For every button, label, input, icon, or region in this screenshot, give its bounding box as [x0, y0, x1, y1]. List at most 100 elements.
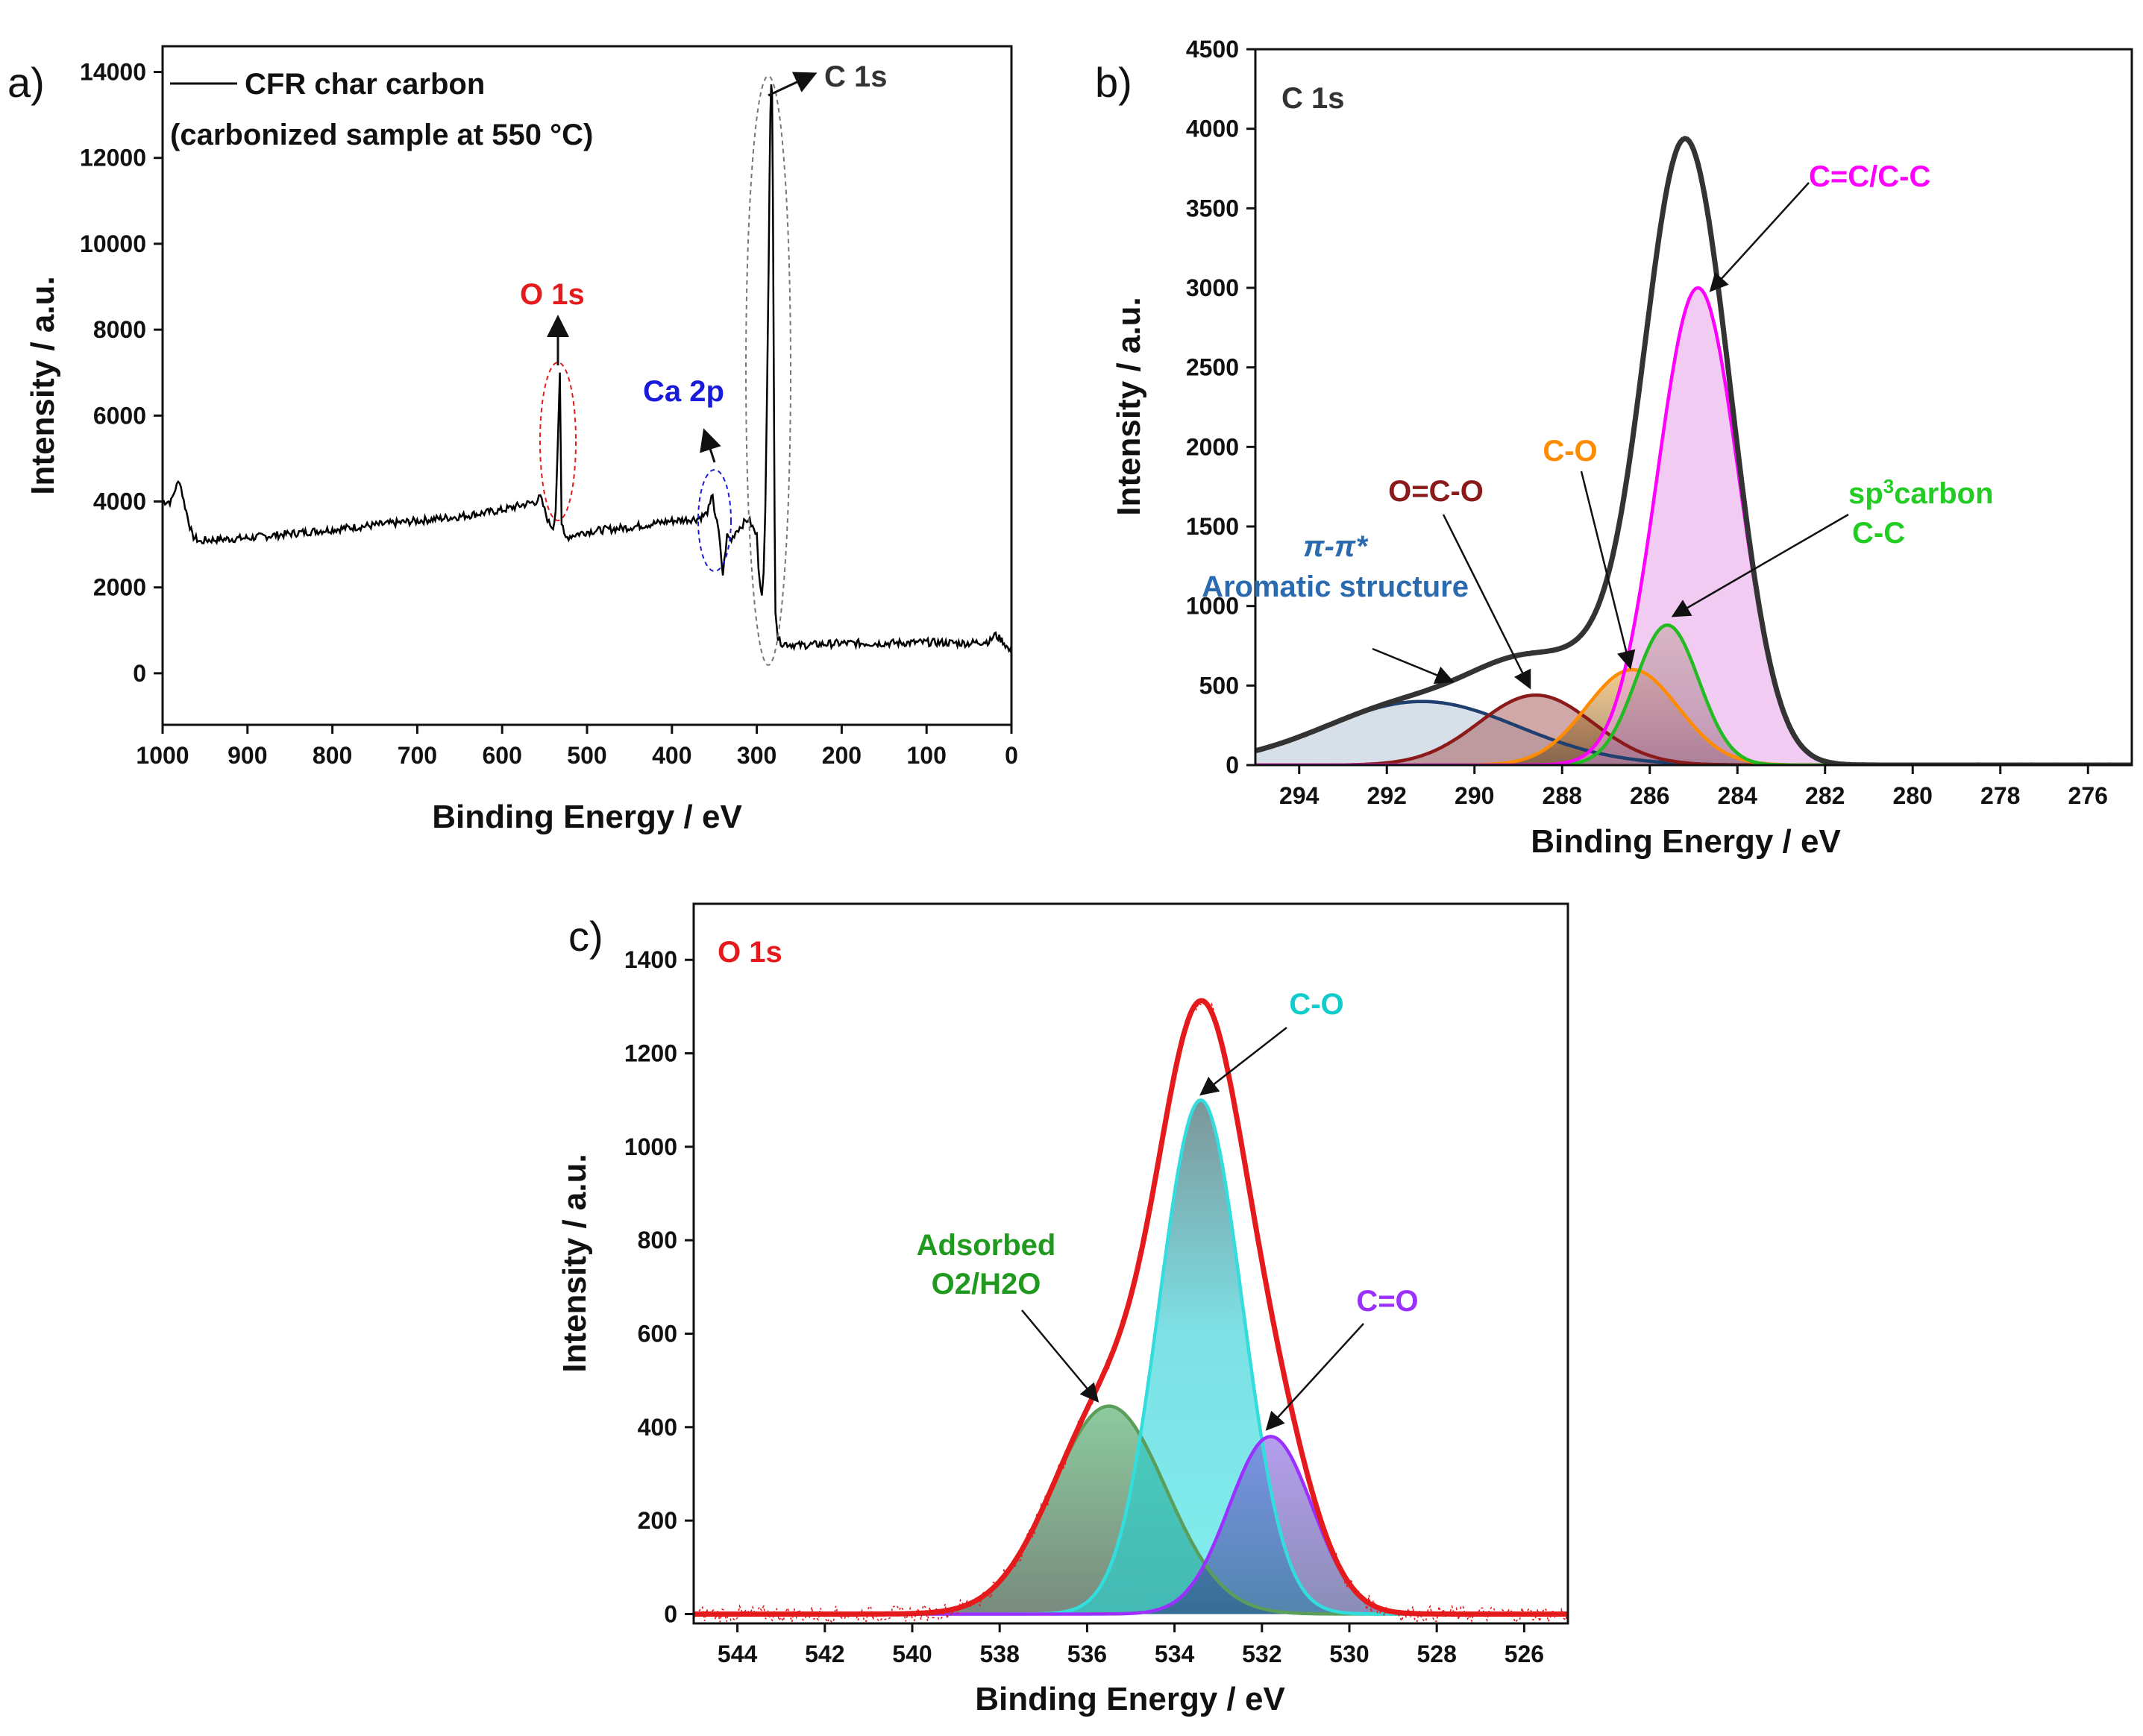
panel-b-fit-envelope: [1255, 136, 2132, 765]
panel-c-o1s-spectrum: c) 544 542 540 538 536 534 532 530 528 526 0 200 40…: [556, 902, 1569, 1717]
panel-a-o1s-label: O 1s: [520, 278, 585, 311]
panel-b-label-cdc: C=C/C-C: [1809, 160, 1930, 193]
panel-c-label: c): [568, 913, 603, 960]
panel-c-title: O 1s: [718, 936, 782, 969]
panel-b-clipped-layer: [1255, 136, 2132, 765]
panel-b-x-tick-label: 294: [1279, 782, 1320, 809]
panel-a-x-tick-label: 600: [483, 742, 522, 769]
panel-b-plot-area: [1255, 136, 2132, 765]
panel-c-x-tick-label: 528: [1417, 1641, 1457, 1667]
panel-b-label-sp3: sp3carbon: [1848, 475, 1994, 510]
panel-c-clipped-layer: [694, 998, 1568, 1623]
panel-b-x-tick-label: 278: [1980, 782, 2020, 809]
panel-c-co-arrow: [1199, 1027, 1287, 1096]
panel-b-y-tick-label: 2500: [1186, 354, 1239, 381]
panel-b-x-tick-label: 286: [1630, 782, 1669, 809]
panel-b-y-tick-label: 1000: [1186, 593, 1239, 620]
panel-a-y-tick-label: 4000: [93, 488, 146, 515]
panel-a-plot-area: [162, 84, 1013, 655]
panel-a-y-axis-title: Intensity / a.u.: [25, 276, 61, 494]
panel-a-ca2p-ellipse: [697, 469, 732, 572]
panel-a-x-tick-label: 1000: [136, 742, 189, 769]
panel-c-y-tick-label: 400: [638, 1414, 677, 1441]
panel-a-x-tick-label: 200: [822, 742, 862, 769]
panel-b-x-tick-label: 282: [1805, 782, 1845, 809]
panel-c-y-tick-label: 800: [638, 1227, 677, 1254]
panel-b-x-tick-label: 288: [1543, 782, 1582, 809]
panel-a-x-tick-label: 700: [398, 742, 437, 769]
panel-b-y-axis-title: Intensity / a.u.: [1111, 297, 1147, 515]
panel-b-cdc-arrow: [1709, 182, 1810, 292]
panel-a-x-tick-label: 100: [907, 742, 947, 769]
panel-a-legend-note: (carbonized sample at 550 °C): [170, 119, 593, 151]
panel-c-x-tick-label: 540: [892, 1641, 932, 1667]
panel-b-frame: [1254, 48, 2133, 767]
panel-b-label-pi: π-π*: [1303, 530, 1369, 563]
panel-a-x-ticks: 1000 900 800 700 600 500 400 300 200 100 0: [136, 725, 1018, 769]
panel-b-label-oco: O=C-O: [1388, 475, 1484, 508]
panel-a-survey-spectrum: a) 1000 900 800 700 600 500 400 300 200 100 0 0200…: [7, 45, 1018, 835]
panel-a-x-tick-label: 800: [313, 742, 352, 769]
panel-c-x-tick-label: 536: [1067, 1641, 1107, 1667]
panel-a-series-line: [162, 84, 1013, 655]
panel-c-x-ticks: 544 542 540 538 536 534 532 530 528 526: [718, 1623, 1544, 1667]
panel-c-x-tick-label: 544: [718, 1641, 758, 1667]
panel-c-y-axis-title: Intensity / a.u.: [556, 1154, 593, 1372]
panel-b-x-tick-label: 280: [1893, 782, 1933, 809]
panel-b-oco-arrow: [1442, 514, 1531, 690]
panel-b-x-tick-label: 290: [1455, 782, 1494, 809]
panel-a-y-tick-label: 12000: [80, 145, 146, 172]
panel-b-label: b): [1095, 59, 1132, 106]
panel-c-y-tick-label: 1200: [624, 1040, 677, 1067]
panel-a-y-tick-label: 2000: [93, 574, 146, 601]
panel-b-sp3-carbon: carbon: [1894, 477, 1993, 510]
panel-b-co-arrow: [1580, 471, 1636, 670]
panel-a-y-ticks: 0 2000 4000 6000 8000 10000 12000 14000: [80, 59, 163, 687]
panel-b-y-tick-label: 4500: [1186, 36, 1239, 63]
panel-a-label: a): [7, 59, 45, 106]
panel-b-x-axis-title: Binding Energy / eV: [1531, 823, 1841, 860]
panel-b-label-co: C-O: [1543, 435, 1597, 468]
panel-b-x-tick-label: 284: [1718, 782, 1758, 809]
panel-c-x-tick-label: 534: [1155, 1641, 1195, 1667]
panel-b-peak-line: [1255, 693, 2132, 765]
panel-c-adsorbed-arrow: [1021, 1309, 1099, 1403]
panel-a-x-tick-label: 300: [737, 742, 776, 769]
panel-b-x-tick-label: 292: [1367, 782, 1407, 809]
panel-b-peak-line: [1255, 623, 2132, 765]
panel-b-peak-fill: [1255, 695, 2132, 765]
panel-c-x-tick-label: 542: [805, 1641, 844, 1667]
panel-c-plot-area: [694, 998, 1568, 1623]
panel-b-y-tick-label: 0: [1226, 752, 1239, 779]
panel-a-y-tick-label: 8000: [93, 316, 146, 343]
panel-c-peak-fill: [694, 1100, 1568, 1614]
panel-b-label-aromatic: Aromatic structure: [1202, 570, 1469, 603]
panel-c-y-tick-label: 0: [664, 1600, 677, 1627]
panel-c-y-tick-label: 1000: [624, 1133, 677, 1160]
panel-c-x-tick-label: 530: [1329, 1641, 1369, 1667]
panel-b-sp3-sp: sp: [1848, 477, 1883, 510]
panel-c-x-axis-title: Binding Energy / eV: [975, 1681, 1285, 1717]
panel-a-x-tick-label: 0: [1005, 742, 1018, 769]
panel-a-legend-label: CFR char carbon: [245, 68, 485, 101]
panel-c-y-tick-label: 200: [638, 1507, 677, 1534]
panel-c-label-co: C-O: [1289, 988, 1343, 1021]
panel-b-x-tick-label: 276: [2068, 782, 2108, 809]
panel-c-label-o2h2o: O2/H2O: [932, 1268, 1041, 1301]
panel-b-y-tick-label: 2000: [1186, 433, 1239, 460]
panel-b-sp3-sup: 3: [1883, 475, 1894, 497]
panel-c-x-tick-label: 538: [980, 1641, 1020, 1667]
panel-a-x-tick-label: 900: [228, 742, 267, 769]
panel-c-y-ticks: 0 200 400 600 800 1000 1200 1400: [624, 946, 694, 1627]
panel-c-x-tick-label: 526: [1505, 1641, 1544, 1667]
panel-a-x-axis-title: Binding Energy / eV: [432, 799, 742, 835]
panel-b-y-tick-label: 3500: [1186, 195, 1239, 221]
panel-c-label-adsorbed: Adsorbed: [917, 1229, 1056, 1262]
panel-a-c1s-label: C 1s: [824, 60, 888, 93]
panel-b-sp3-arrow: [1671, 513, 1849, 617]
panel-a-x-tick-label: 500: [567, 742, 606, 769]
panel-a-ca2p-arrow: [700, 428, 721, 463]
panel-a-ca2p-label: Ca 2p: [643, 375, 724, 408]
panel-b-y-tick-label: 500: [1199, 672, 1239, 699]
panel-c-cdo-arrow: [1265, 1323, 1364, 1431]
